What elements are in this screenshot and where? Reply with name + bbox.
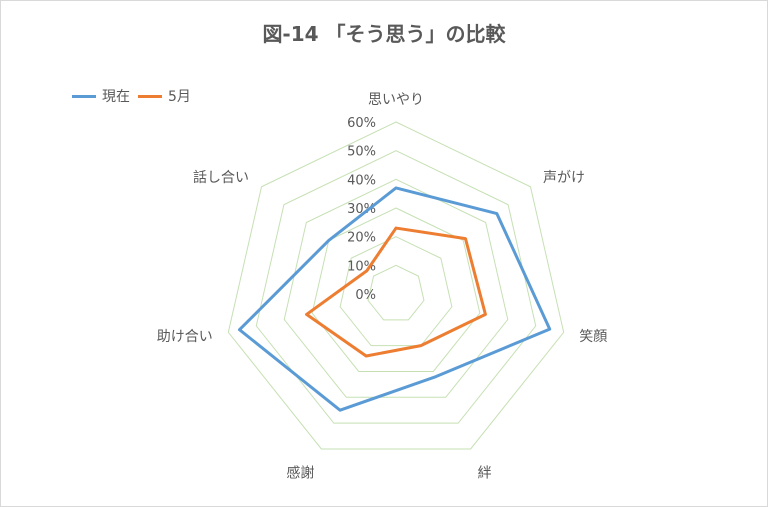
r-tick-label: 50% xyxy=(347,145,376,160)
category-label: 話し合い xyxy=(193,169,249,186)
series-line-1 xyxy=(305,226,487,358)
r-tick-label: 20% xyxy=(347,231,376,246)
legend-swatch-current xyxy=(72,94,96,98)
legend: 現在 5月 xyxy=(72,86,191,106)
category-label: 声がけ xyxy=(543,170,585,186)
grid-ring xyxy=(367,264,425,321)
category-label: 思いやり xyxy=(368,92,424,108)
legend-item-current: 現在 xyxy=(72,86,130,106)
grid-ring xyxy=(283,178,509,398)
series-line-0 xyxy=(237,186,552,412)
legend-label-may: 5月 xyxy=(168,89,191,105)
category-label: 絆 xyxy=(478,465,492,481)
grid-ring xyxy=(339,236,453,347)
chart-title: 図-14 「そう思う」の比較 xyxy=(262,22,506,46)
legend-label-current: 現在 xyxy=(102,89,130,105)
category-label: 助け合い xyxy=(157,329,213,345)
legend-swatch-may xyxy=(138,94,162,98)
category-label: 笑顔 xyxy=(579,329,607,345)
grid-ring xyxy=(311,207,481,372)
legend-item-may: 5月 xyxy=(138,86,191,106)
r-tick-label: 40% xyxy=(347,173,376,188)
grid-ring xyxy=(255,150,537,424)
r-tick-label: 0% xyxy=(355,288,376,303)
grid-ring xyxy=(227,121,565,450)
r-tick-label: 60% xyxy=(347,116,376,131)
r-tick-label: 30% xyxy=(347,202,376,217)
category-label: 感謝 xyxy=(286,464,314,481)
